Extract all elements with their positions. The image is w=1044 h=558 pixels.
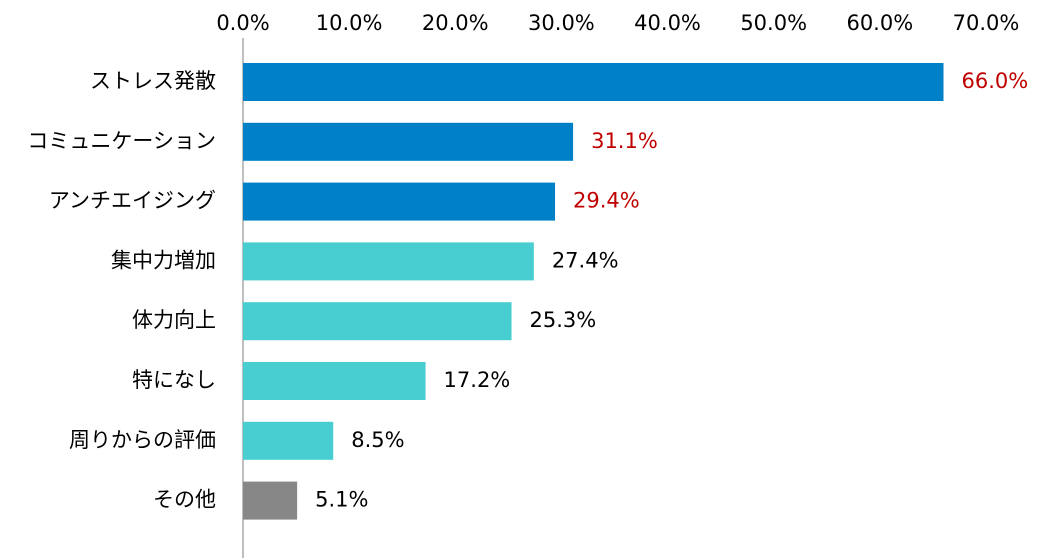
x-tick-label: 10.0% (316, 11, 383, 35)
x-tick-label: 50.0% (740, 11, 807, 35)
category-label: 特になし (132, 368, 216, 392)
x-tick-label: 30.0% (528, 11, 595, 35)
data-label: 17.2% (444, 368, 511, 392)
data-label: 8.5% (351, 428, 404, 452)
x-tick-label: 40.0% (634, 11, 701, 35)
bar (243, 242, 534, 281)
bars (243, 63, 944, 520)
bar (243, 481, 298, 520)
bar (243, 63, 944, 101)
category-label: 体力向上 (132, 308, 216, 332)
category-label: コミュニケーション (27, 129, 216, 153)
value-labels: 66.0% 31.1% 29.4% 27.4% 25.3% 17.2% 8.5% 5.1% (315, 69, 1028, 512)
data-label: 5.1% (315, 488, 368, 512)
bar (243, 182, 556, 221)
bar (243, 302, 512, 341)
x-tick-label: 60.0% (846, 11, 913, 35)
bar (243, 421, 334, 460)
data-label: 25.3% (530, 308, 597, 332)
category-label: ストレス発散 (90, 69, 216, 93)
data-label: 27.4% (552, 248, 619, 272)
x-tick-label: 70.0% (953, 11, 1020, 35)
category-label: 周りからの評価 (69, 428, 216, 452)
category-label: その他 (153, 488, 216, 512)
x-tick-label: 20.0% (422, 11, 489, 35)
data-label: 29.4% (573, 189, 640, 213)
category-labels: ストレス発散コミュニケーションアンチエイジング集中力増加体力向上特になし周りから… (27, 69, 216, 512)
data-label: 31.1% (591, 129, 658, 153)
category-label: 集中力増加 (111, 248, 216, 272)
data-label: 66.0% (962, 69, 1029, 93)
bar (243, 122, 574, 161)
x-axis-ticks: 0.0% 10.0% 20.0% 30.0% 40.0% 50.0% 60.0% 70.0% (216, 11, 1019, 35)
bar (243, 362, 426, 400)
category-label: アンチエイジング (49, 189, 216, 213)
x-tick-label: 0.0% (216, 11, 269, 35)
